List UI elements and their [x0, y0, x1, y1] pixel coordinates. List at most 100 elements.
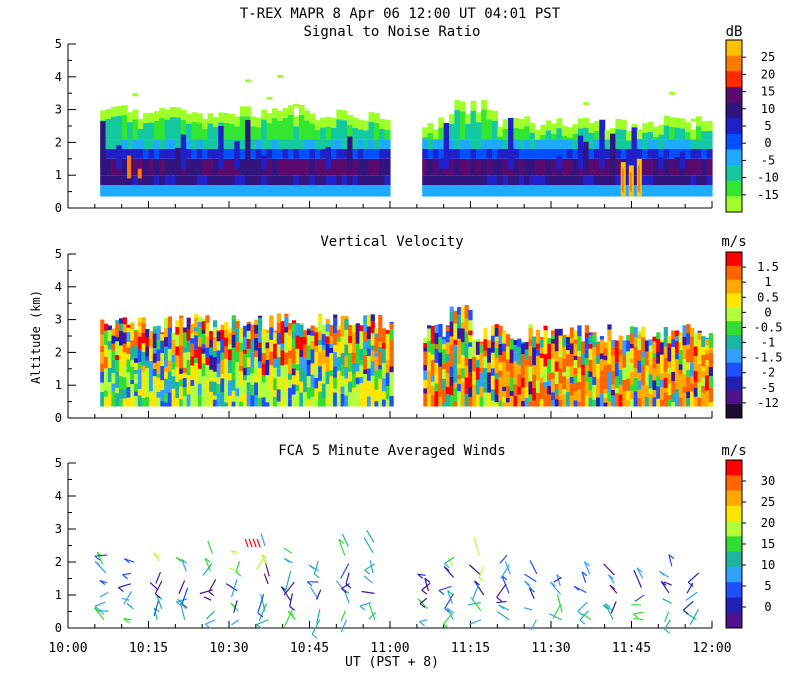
snr-cell: [186, 123, 193, 140]
snr-cell: [583, 175, 590, 186]
snr-cell: [674, 148, 681, 159]
snr-cell: [207, 158, 214, 176]
velocity-cell: [449, 321, 454, 337]
wind-barb-flag: [175, 556, 182, 562]
velocity-cell: [502, 391, 507, 397]
velocity-cell: [611, 342, 616, 348]
snr-cell: [685, 185, 692, 197]
velocity-cell: [156, 325, 161, 326]
snr-cell: [261, 175, 268, 186]
snr-cell: [588, 175, 595, 186]
snr-cell: [631, 185, 638, 197]
velocity-cell: [457, 338, 462, 355]
velocity-cell: [671, 360, 676, 372]
velocity-cell: [693, 381, 699, 388]
snr-cell: [207, 113, 214, 124]
snr-cell: [207, 185, 214, 197]
wind-barb: [577, 601, 588, 612]
snr-cell: [255, 185, 262, 197]
velocity-cell: [656, 332, 661, 339]
velocity-cell: [498, 354, 503, 363]
colorbar-label: -2: [761, 366, 775, 380]
velocity-cell: [194, 384, 199, 394]
velocity-cell: [205, 380, 210, 393]
colorbar-label: -1.5: [754, 351, 783, 365]
snr-cell: [481, 185, 488, 197]
velocity-cell: [483, 328, 488, 340]
velocity-cell: [445, 373, 451, 380]
velocity-cell: [652, 363, 657, 369]
snr-cell: [336, 109, 343, 120]
velocity-cell: [250, 373, 255, 385]
velocity-cell: [644, 396, 650, 407]
snr-cell: [314, 158, 321, 176]
wind-barb: [523, 607, 533, 611]
snr-cell: [438, 175, 445, 186]
wind-barb: [178, 580, 186, 595]
velocity-cell: [385, 330, 390, 334]
velocity-cell: [453, 323, 458, 330]
velocity-cell: [231, 361, 236, 372]
snr-cell: [470, 139, 477, 149]
snr-cell: [105, 108, 112, 119]
velocity-cell: [558, 368, 563, 384]
velocity-cell: [254, 350, 259, 357]
snr-cell: [325, 146, 332, 169]
snr-cell: [508, 117, 515, 169]
velocity-cell: [599, 336, 605, 340]
snr-cell: [309, 158, 316, 176]
velocity-cell: [562, 376, 567, 384]
velocity-cell: [652, 336, 657, 342]
velocity-cell: [246, 366, 251, 376]
winds-unit: m/s: [721, 443, 746, 459]
snr-cell: [169, 106, 176, 117]
wind-barb: [256, 619, 269, 626]
velocity-cell: [607, 381, 612, 393]
velocity-cell: [509, 338, 514, 340]
velocity-cell: [434, 344, 439, 350]
velocity-cell: [445, 379, 451, 387]
wind-barb: [256, 538, 261, 548]
snr-cell: [373, 113, 380, 123]
velocity-cell: [509, 363, 514, 378]
snr-cell: [143, 113, 150, 124]
snr-cell: [475, 122, 482, 140]
velocity-cell: [423, 359, 428, 365]
wind-barb-flag: [117, 587, 124, 593]
velocity-cell: [205, 364, 210, 376]
snr-cell: [690, 139, 697, 149]
wind-barb: [359, 601, 372, 607]
snr-cell: [330, 185, 337, 197]
wind-barb: [284, 571, 292, 592]
wind-barb: [478, 565, 485, 578]
velocity-cell: [385, 348, 390, 361]
snr-cell: [701, 131, 708, 140]
wind-barb: [225, 583, 238, 592]
velocity-cell: [705, 354, 710, 361]
velocity-cell: [284, 332, 289, 348]
velocity-cell: [648, 369, 653, 375]
snr-cell: [465, 148, 472, 159]
velocity-cell: [299, 324, 304, 337]
velocity-cell: [502, 386, 507, 392]
velocity-cell: [543, 341, 548, 355]
wind-barb: [363, 537, 374, 554]
wind-barb-flag: [154, 607, 160, 613]
velocity-cell: [167, 392, 173, 407]
snr-cell: [626, 130, 633, 141]
velocity-cell: [490, 325, 496, 327]
velocity-cell: [475, 354, 481, 360]
snr-cell: [304, 148, 311, 159]
velocity-cell: [460, 378, 466, 383]
velocity-cell: [103, 345, 109, 357]
snr-cell: [320, 158, 327, 176]
velocity-cell: [134, 331, 139, 346]
velocity-cell: [562, 383, 567, 390]
velocity-cell: [577, 356, 582, 368]
snr-cell: [127, 148, 133, 159]
snr-cell: [620, 148, 627, 159]
velocity-cell: [205, 347, 210, 358]
snr-cell: [271, 118, 278, 140]
snr-cell: [352, 148, 359, 159]
colorbar-swatch: [726, 404, 742, 419]
